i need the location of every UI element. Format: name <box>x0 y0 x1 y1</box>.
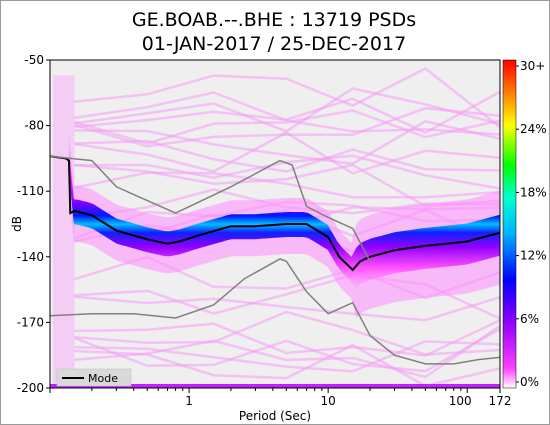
y-axis-label: dB <box>10 216 24 232</box>
colorbar-gradient <box>502 59 517 389</box>
background-trace <box>74 109 500 145</box>
y-axis: -50 -80 -110 -140 -170 -200 <box>17 53 50 395</box>
y-tick-label: -170 <box>17 315 44 329</box>
background-trace <box>74 87 500 133</box>
chart-title-line-2: 01-JAN-2017 / 25-DEC-2017 <box>142 33 406 55</box>
colorbar-tick-label: 30+ <box>520 59 545 73</box>
x-axis-label: Period (Sec) <box>239 409 311 423</box>
background-trace <box>74 310 500 356</box>
low-floor-bar <box>50 384 500 388</box>
nlnm-line <box>50 258 500 365</box>
colorbar-tick-label: 0% <box>520 375 539 389</box>
legend-mode-label: Mode <box>88 372 118 385</box>
legend: Mode <box>56 368 132 387</box>
y-tick-label: -50 <box>24 53 44 67</box>
x-tick-label: 100 <box>449 394 472 408</box>
background-trace <box>74 139 500 173</box>
x-tick-label: 10 <box>321 394 336 408</box>
colorbar-tick-label: 6% <box>520 312 539 326</box>
background-trace <box>74 119 500 166</box>
mode-line <box>50 155 500 272</box>
legend-box <box>56 368 132 387</box>
colorbar-tick-label: 18% <box>520 185 547 199</box>
y-tick-label: -80 <box>24 119 44 133</box>
x-axis: 1 10 100 172 <box>49 388 512 408</box>
background-trace <box>74 91 500 136</box>
psd-density-core-band <box>69 148 500 289</box>
psd-density-field <box>50 67 500 388</box>
y-tick-label: -200 <box>17 381 44 395</box>
chart-title-line-1: GE.BOAB.--.BHE : 13719 PSDs <box>132 9 416 31</box>
colorbar-tick-label: 24% <box>520 122 547 136</box>
y-tick-label: -110 <box>17 184 44 198</box>
x-tick-label: 172 <box>489 394 512 408</box>
background-trace <box>74 327 500 373</box>
background-trace <box>74 340 500 373</box>
background-trace <box>74 295 500 322</box>
background-trace <box>74 106 500 148</box>
x-tick-label: 1 <box>185 394 193 408</box>
colorbar-ticks: 30+ 24% 18% 12% 6% 0% <box>516 59 547 389</box>
nhnm-line <box>50 155 371 262</box>
y-tick-label: -140 <box>17 250 44 264</box>
plot-frame <box>49 59 501 389</box>
background-trace <box>74 67 500 129</box>
colorbar: 30+ 24% 18% 12% 6% 0% <box>502 59 547 389</box>
colorbar-tick-label: 12% <box>520 249 547 263</box>
